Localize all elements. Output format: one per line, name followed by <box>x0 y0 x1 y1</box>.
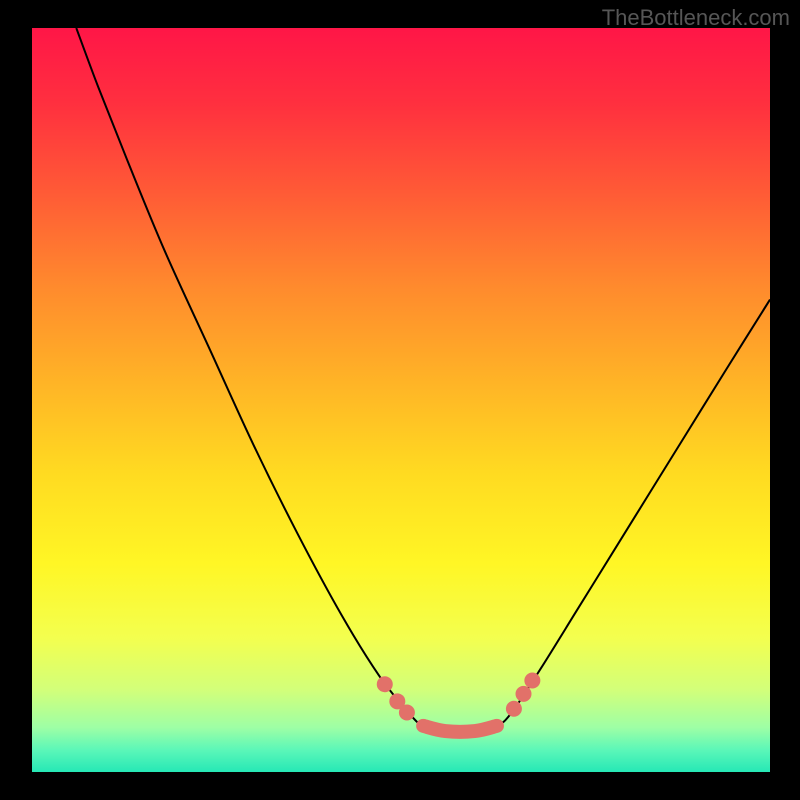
plot-background <box>32 28 770 772</box>
marker-right-0 <box>506 701 522 717</box>
plot-area <box>32 28 770 772</box>
valley-highlight <box>423 726 497 732</box>
chart-root: TheBottleneck.com <box>0 0 800 800</box>
marker-left-2 <box>399 704 415 720</box>
marker-right-1 <box>516 686 532 702</box>
marker-left-0 <box>377 676 393 692</box>
marker-right-2 <box>524 672 540 688</box>
plot-svg <box>32 28 770 772</box>
